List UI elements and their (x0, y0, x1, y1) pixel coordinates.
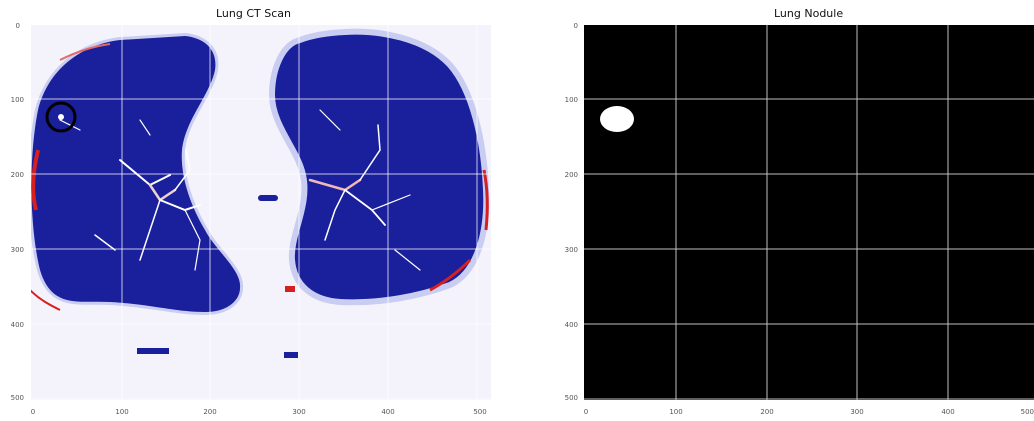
y-tick: 500 (565, 394, 578, 402)
x-tick: 400 (381, 408, 394, 416)
x-tick: 300 (850, 408, 863, 416)
ct-scan-plot: 0 100 200 300 400 500 0 100 200 300 400 … (11, 22, 491, 416)
nodule-x-axis: 0 100 200 300 400 500 (584, 408, 1034, 416)
ct-scan-panel: Lung CT Scan (0, 0, 505, 421)
x-tick: 0 (31, 408, 35, 416)
y-tick: 200 (565, 171, 578, 179)
nodule-marker-circle (45, 101, 77, 133)
y-tick: 200 (11, 171, 24, 179)
x-tick: 300 (292, 408, 305, 416)
x-tick: 500 (473, 408, 486, 416)
y-tick: 500 (11, 394, 24, 402)
ct-x-axis: 0 100 200 300 400 500 (31, 408, 487, 416)
nodule-panel: Lung Nodule 0 100 200 300 400 500 (540, 0, 1034, 421)
x-tick: 0 (584, 408, 588, 416)
x-tick: 100 (669, 408, 682, 416)
y-tick: 100 (11, 96, 24, 104)
x-tick: 500 (1021, 408, 1034, 416)
nodule-y-axis: 0 100 200 300 400 500 (565, 22, 578, 402)
ct-scan-image (31, 25, 491, 400)
nodule-mask-image (584, 25, 1034, 400)
x-tick: 200 (203, 408, 216, 416)
y-tick: 300 (565, 246, 578, 254)
y-tick: 0 (574, 22, 578, 30)
ct-y-axis: 0 100 200 300 400 500 (11, 22, 24, 402)
x-tick: 100 (115, 408, 128, 416)
nodule-plot: 0 100 200 300 400 500 0 100 200 300 400 … (565, 22, 1034, 416)
right-lung (268, 28, 490, 306)
y-tick: 100 (565, 96, 578, 104)
y-tick: 300 (11, 246, 24, 254)
x-tick: 400 (941, 408, 954, 416)
y-tick: 400 (11, 321, 24, 329)
y-tick: 0 (16, 22, 20, 30)
nodule-title: Lung Nodule (774, 7, 844, 20)
ct-scan-title: Lung CT Scan (216, 7, 291, 20)
x-tick: 200 (760, 408, 773, 416)
y-tick: 400 (565, 321, 578, 329)
nodule-blob (600, 106, 634, 132)
